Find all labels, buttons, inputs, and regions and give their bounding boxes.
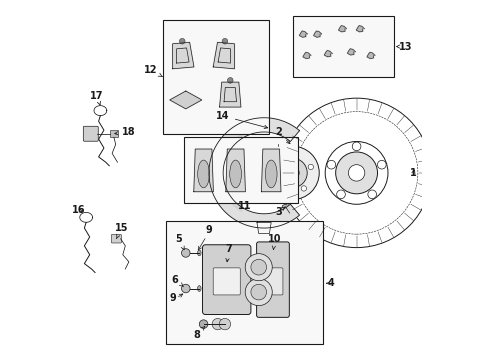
FancyBboxPatch shape: [263, 268, 283, 295]
Text: 11: 11: [237, 201, 251, 211]
Circle shape: [326, 160, 335, 169]
Polygon shape: [225, 149, 245, 192]
Circle shape: [278, 186, 284, 191]
Circle shape: [265, 146, 319, 199]
Circle shape: [199, 320, 207, 328]
Circle shape: [250, 259, 266, 275]
Text: 13: 13: [399, 41, 412, 51]
Ellipse shape: [265, 160, 277, 188]
FancyBboxPatch shape: [111, 234, 121, 243]
Text: 18: 18: [115, 127, 135, 137]
Ellipse shape: [197, 160, 209, 188]
Text: 2: 2: [274, 127, 289, 144]
Circle shape: [335, 152, 377, 194]
Circle shape: [307, 164, 313, 170]
FancyBboxPatch shape: [202, 245, 250, 315]
Polygon shape: [213, 42, 234, 69]
Polygon shape: [169, 91, 202, 109]
Circle shape: [289, 151, 295, 156]
Circle shape: [227, 77, 233, 83]
Circle shape: [347, 165, 364, 181]
Circle shape: [212, 318, 223, 330]
Text: 10: 10: [267, 234, 281, 249]
Bar: [109, 130, 118, 137]
Text: 9: 9: [170, 293, 176, 303]
Ellipse shape: [229, 160, 241, 188]
Polygon shape: [313, 31, 321, 37]
Text: 7: 7: [224, 244, 231, 262]
Circle shape: [285, 166, 299, 180]
Text: 6: 6: [171, 275, 183, 287]
Text: 12: 12: [143, 65, 162, 77]
Text: 17: 17: [90, 91, 103, 105]
Circle shape: [244, 254, 272, 281]
Bar: [183, 137, 297, 203]
Polygon shape: [172, 42, 194, 69]
Circle shape: [271, 164, 276, 170]
Circle shape: [367, 190, 376, 199]
Circle shape: [219, 318, 230, 330]
Polygon shape: [324, 50, 332, 57]
Circle shape: [179, 39, 184, 44]
Polygon shape: [224, 87, 236, 102]
Polygon shape: [346, 49, 355, 55]
Circle shape: [336, 190, 345, 199]
Bar: [163, 20, 269, 134]
Polygon shape: [208, 118, 299, 228]
Circle shape: [181, 284, 190, 293]
Text: 5: 5: [175, 234, 184, 250]
Ellipse shape: [282, 204, 288, 209]
FancyBboxPatch shape: [83, 126, 98, 141]
Text: 8: 8: [193, 327, 204, 340]
Polygon shape: [299, 31, 307, 37]
Ellipse shape: [197, 286, 201, 291]
Polygon shape: [218, 48, 230, 63]
Polygon shape: [338, 26, 346, 32]
Polygon shape: [261, 149, 281, 192]
FancyBboxPatch shape: [256, 242, 289, 318]
Polygon shape: [219, 134, 242, 211]
Text: 14: 14: [216, 111, 267, 129]
Circle shape: [377, 160, 386, 169]
Polygon shape: [219, 82, 241, 107]
Polygon shape: [176, 48, 189, 63]
Polygon shape: [356, 26, 364, 32]
Circle shape: [222, 39, 227, 44]
Circle shape: [277, 158, 306, 188]
Polygon shape: [366, 52, 374, 59]
Text: 9: 9: [205, 225, 212, 235]
Circle shape: [351, 142, 360, 151]
Polygon shape: [193, 149, 213, 192]
Ellipse shape: [197, 250, 201, 256]
Circle shape: [244, 279, 272, 306]
Circle shape: [250, 284, 266, 300]
Polygon shape: [302, 52, 310, 59]
FancyBboxPatch shape: [213, 268, 240, 295]
Text: 1: 1: [409, 168, 416, 178]
Bar: [166, 221, 322, 344]
Polygon shape: [256, 222, 271, 234]
Polygon shape: [219, 134, 242, 211]
Text: 15: 15: [115, 223, 128, 238]
Text: 16: 16: [72, 205, 85, 215]
Text: 3: 3: [274, 207, 284, 217]
Circle shape: [301, 186, 306, 191]
Bar: [292, 16, 393, 77]
Circle shape: [181, 249, 190, 257]
Text: 4: 4: [327, 278, 334, 288]
